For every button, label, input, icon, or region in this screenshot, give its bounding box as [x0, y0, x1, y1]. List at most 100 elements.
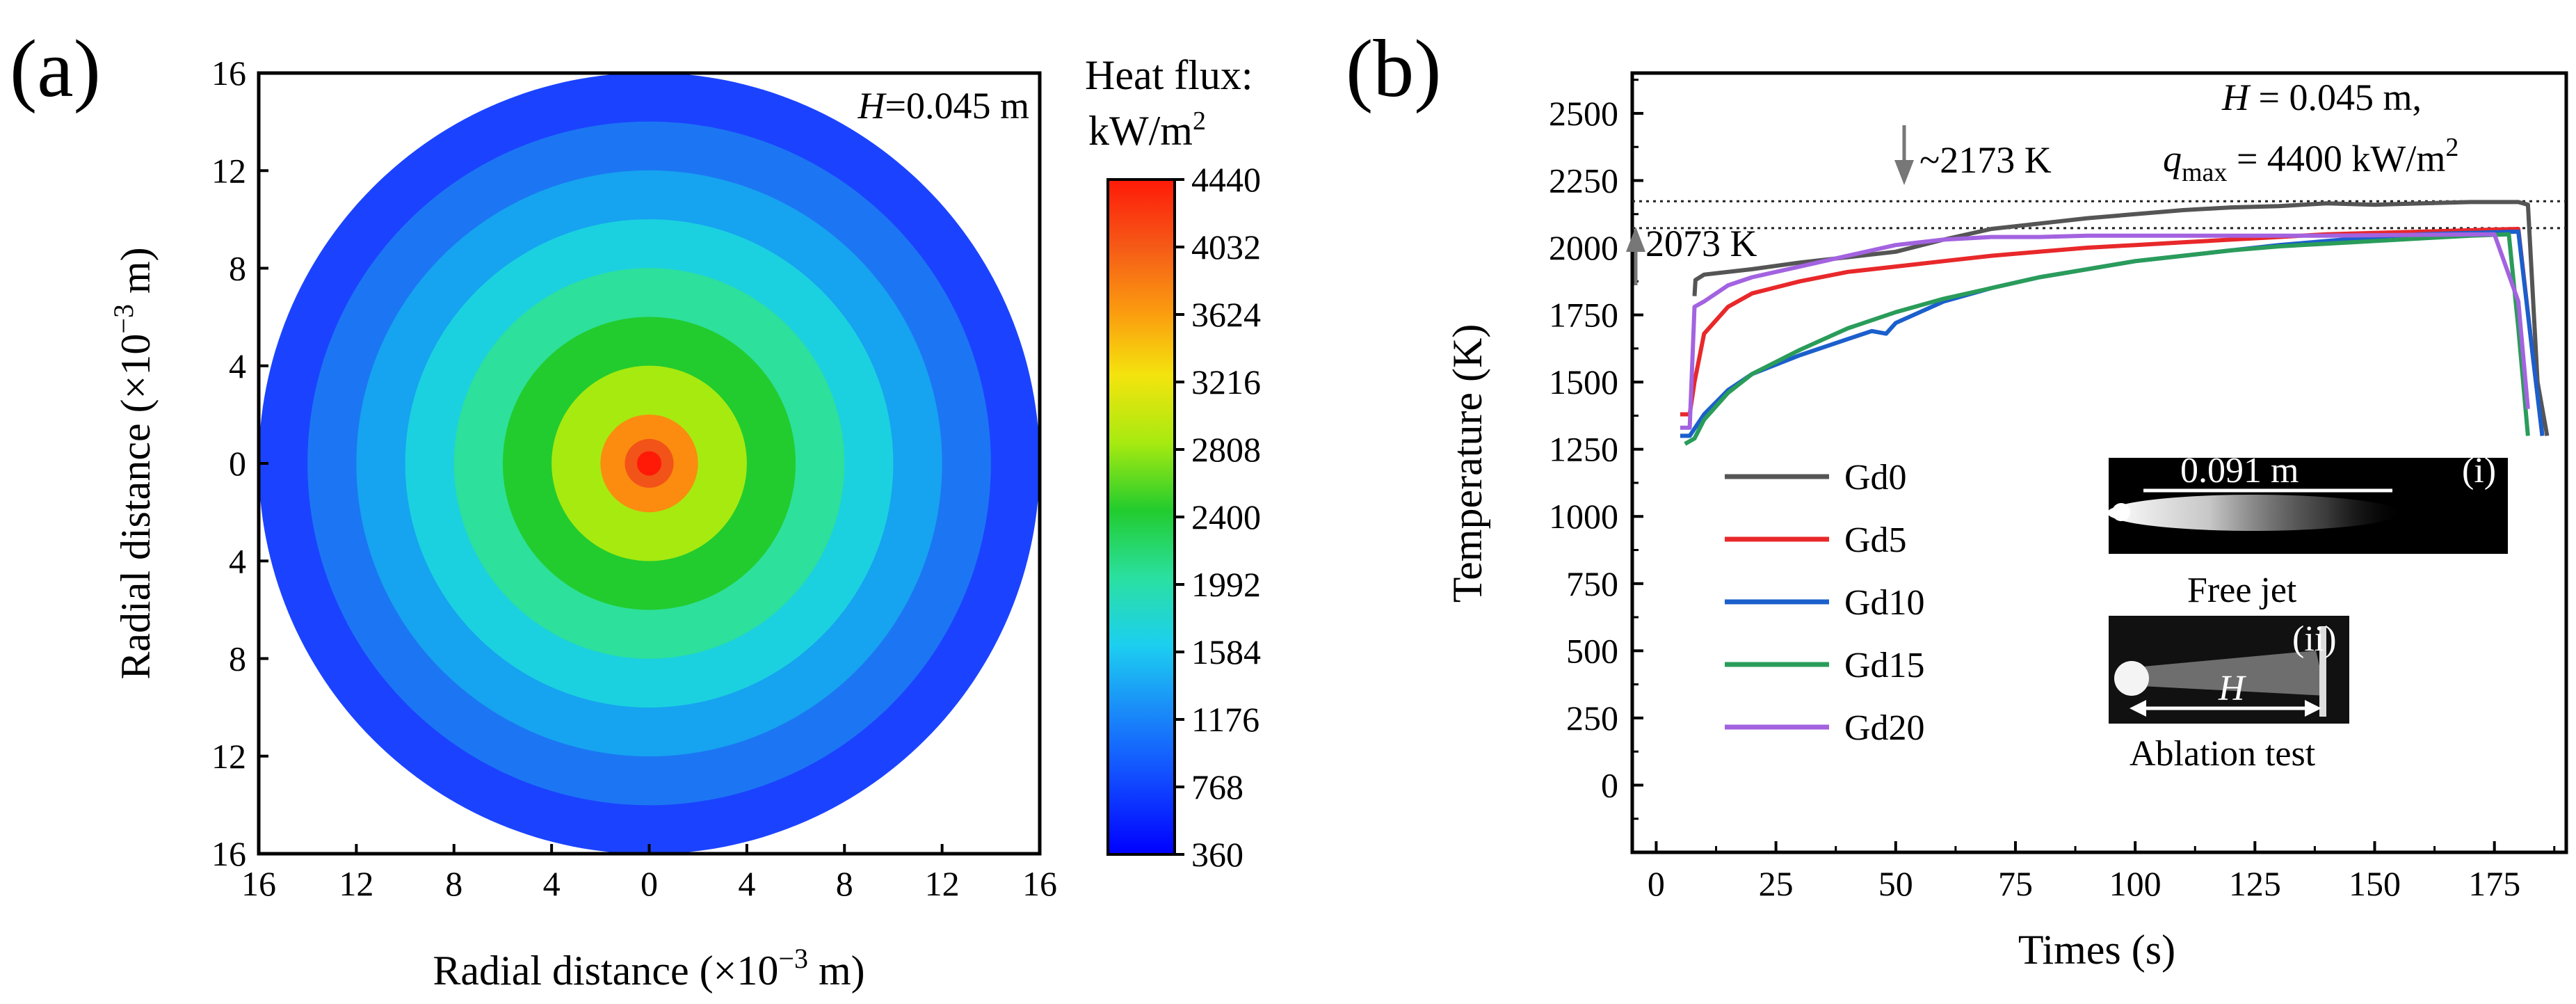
a-y-tick-label: 12 [211, 151, 246, 190]
colorbar-ticks: 4440 4032 3624 3216 2808 2400 1992 1584 1176 768 3… [1175, 160, 1261, 874]
colorbar-gradient [1106, 178, 1176, 856]
test-condition-line2: qmax = 4400 kW/m2 [2163, 133, 2458, 187]
annotation-2173: ~2173 K [1919, 139, 2052, 181]
inset-free-jet: 0.091 m (i) Free jet [2107, 451, 2508, 610]
a-y-tick-label: 12 [211, 737, 246, 776]
colorbar-tick-label: 768 [1191, 767, 1243, 806]
a-x-tick-label: 16 [241, 864, 276, 903]
b-x-tick-label: 125 [2229, 864, 2281, 903]
a-y-tick-label: 8 [229, 639, 246, 678]
a-x-tick-label: 8 [836, 864, 853, 903]
panel-b-x-ticks: 0 25 50 75 100 125 150 175 [1648, 841, 2556, 903]
temperature-series [1680, 200, 2550, 446]
colorbar-tick-label: 1176 [1191, 700, 1259, 739]
panel-a-contour: 16 12 8 4 0 4 8 12 16 16 12 8 4 0 4 8 12 16 Radial dista… [108, 54, 1057, 994]
colorbar-tick-label: 2808 [1191, 430, 1261, 469]
panel-a-y-ticks: 16 12 8 4 0 4 8 12 16 [211, 54, 268, 873]
a-y-tick-label: 0 [229, 444, 246, 483]
panel-a-x-ticks: 16 12 8 4 0 4 8 12 16 [241, 844, 1057, 903]
a-y-tick-label: 16 [211, 834, 246, 873]
panel-b-y-ticks: 0 250 500 750 1000 1250 1500 1750 2000 2250 2500 [1549, 79, 1643, 820]
series-line-gd20 [1680, 232, 2530, 430]
panel-a-x-axis-title: Radial distance (×10−3 m) [433, 943, 864, 994]
inset-i-scale-text: 0.091 m [2180, 451, 2299, 491]
colorbar-tick-label: 1992 [1191, 565, 1261, 604]
legend-label-gd15: Gd15 [1844, 646, 1925, 685]
a-x-tick-label: 0 [641, 864, 658, 903]
b-y-tick-label: 750 [1566, 564, 1618, 603]
colorbar-tick-label: 4032 [1191, 228, 1261, 266]
inset-i-label: (i) [2462, 451, 2496, 491]
reference-annotations: ~2173 K 2073 K [1626, 125, 2052, 285]
a-y-tick-label: 16 [211, 54, 246, 93]
legend: Gd0 Gd5 Gd10 Gd15 Gd20 [1725, 458, 1925, 748]
inset-ablation-test: H (ii) Ablation test [2109, 616, 2349, 774]
colorbar-tick-label: 3216 [1191, 362, 1261, 401]
b-y-tick-label: 0 [1601, 765, 1618, 804]
colorbar-tick-label: 4440 [1191, 160, 1261, 199]
contour-rings [259, 72, 1040, 854]
reference-lines [1632, 200, 2566, 230]
arrow-2073-head [1626, 227, 1645, 252]
a-x-tick-label: 16 [1022, 864, 1057, 903]
inset-ii-h-arrow-left [2130, 700, 2146, 717]
series-line-gd5 [1680, 227, 2545, 436]
colorbar-title-line2: kW/m2 [1088, 106, 1206, 154]
b-y-tick-label: 1750 [1549, 296, 1618, 335]
a-x-tick-label: 12 [339, 864, 373, 903]
b-y-tick-label: 2250 [1549, 161, 1618, 200]
panel-b-x-axis-title: Times (s) [2018, 927, 2175, 973]
b-x-tick-label: 25 [1759, 864, 1794, 903]
b-x-tick-label: 75 [1998, 864, 2033, 903]
annotation-2073: 2073 K [1645, 223, 1757, 264]
contour-ring-10 [636, 451, 662, 476]
series-line-gd15 [1684, 232, 2530, 446]
b-y-tick-label: 2500 [1549, 94, 1618, 133]
series-line-gd0 [1692, 200, 2550, 436]
b-x-tick-label: 50 [1878, 864, 1913, 903]
inset-ii-jet-glow [2128, 651, 2326, 696]
b-x-tick-label: 100 [2109, 864, 2162, 903]
panel-a-annotation: H=0.045 m [858, 85, 1029, 127]
a-x-tick-label: 4 [738, 864, 755, 903]
inset-ii-nozzle [2114, 661, 2149, 696]
panel-b-line-chart: 0 25 50 75 100 125 150 175 0 250 500 750 1000 1250 15… [1444, 71, 2568, 973]
inset-i-caption: Free jet [2187, 571, 2297, 610]
a-x-tick-label: 12 [925, 864, 960, 903]
b-y-tick-label: 1250 [1549, 430, 1618, 469]
b-y-tick-label: 2000 [1549, 228, 1618, 267]
a-y-tick-label: 4 [229, 346, 246, 385]
legend-label-gd10: Gd10 [1844, 583, 1925, 623]
colorbar-tick-label: 1584 [1191, 632, 1261, 671]
b-y-tick-label: 500 [1566, 631, 1618, 670]
b-y-tick-label: 1500 [1549, 362, 1618, 401]
panel-a-y-axis-title: Radial distance (×10−3 m) [108, 247, 159, 679]
legend-label-gd0: Gd0 [1844, 458, 1907, 497]
legend-label-gd20: Gd20 [1844, 708, 1925, 748]
a-x-tick-label: 4 [543, 864, 561, 903]
panel-label-b: (b) [1346, 23, 1442, 114]
panel-label-a: (a) [10, 23, 101, 114]
inset-i-jet-glow [2107, 495, 2399, 531]
b-x-tick-label: 150 [2349, 864, 2401, 903]
b-y-tick-label: 1000 [1549, 497, 1618, 536]
colorbar-title-line1: Heat flux: [1085, 52, 1253, 98]
b-x-tick-label: 0 [1648, 864, 1665, 903]
panel-b-frame [1630, 71, 2568, 854]
colorbar-tick-label: 360 [1191, 835, 1243, 874]
inset-ii-label: (ii) [2292, 619, 2337, 659]
a-y-tick-label: 4 [229, 541, 246, 580]
b-x-tick-label: 175 [2468, 864, 2520, 903]
a-y-tick-label: 8 [229, 249, 246, 288]
panel-b-y-axis-title: Temperature (K) [1444, 324, 1490, 603]
b-y-tick-label: 250 [1566, 699, 1618, 738]
inset-ii-h-arrow-right [2305, 700, 2321, 717]
arrow-2173-head [1894, 160, 1914, 185]
inset-ii-h-label: H [2218, 669, 2246, 708]
inset-ii-caption: Ablation test [2130, 734, 2316, 774]
test-condition-line1: H = 0.045 m, [2221, 77, 2422, 118]
a-x-tick-label: 8 [445, 864, 462, 903]
inset-i-nozzle [2112, 503, 2130, 521]
colorbar-tick-label: 2400 [1191, 497, 1261, 536]
